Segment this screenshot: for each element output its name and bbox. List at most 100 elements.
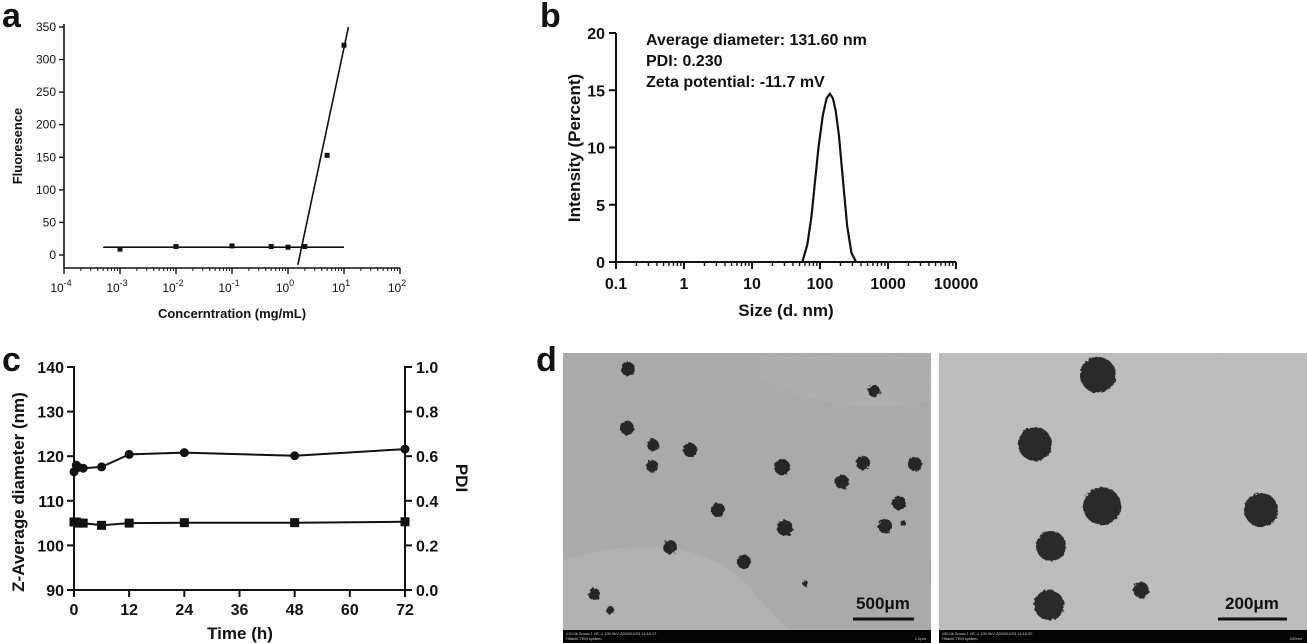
- nanoparticle: [908, 457, 922, 471]
- chart-c-point-circle: [124, 449, 134, 459]
- nanoparticle: [620, 421, 634, 435]
- chart-a-x-tick-label: 10-3: [106, 278, 127, 295]
- chart-c-x-tick-label: 12: [120, 602, 138, 619]
- chart-b-x-tick-label: 10: [743, 276, 761, 293]
- nanoparticle: [1034, 590, 1064, 620]
- chart-a-point: [117, 246, 123, 252]
- chart-a-point: [324, 152, 330, 158]
- chart-a-y-tick-label: 100: [36, 183, 56, 197]
- chart-b-annotation-zeta: Zeta potential: -11.7 mV: [646, 74, 825, 91]
- nanoparticle: [835, 475, 849, 489]
- nanoparticle: [774, 459, 790, 475]
- chart-c-point-square: [179, 518, 189, 528]
- scale-bar-left-label: 500μm: [856, 594, 910, 613]
- nanoparticle: [856, 456, 870, 470]
- chart-c-point-square: [124, 518, 134, 528]
- chart-c-y-right-tick-label: 0.6: [416, 449, 438, 466]
- nanoparticle: [878, 519, 892, 533]
- chart-c-y-tick-label: 140: [37, 360, 64, 377]
- chart-a-point: [268, 244, 274, 250]
- chart-b-x-label: Size (d. nm): [738, 301, 833, 320]
- panel-label-d: d: [536, 341, 557, 379]
- tem-image-right: 200μm x30.0k Zoom-1 HC-1 100.0kV 2020/01…: [939, 353, 1307, 643]
- nanoparticle: [646, 460, 658, 472]
- chart-c-y-tick-label: 100: [37, 538, 64, 555]
- chart-a-point: [229, 243, 235, 249]
- chart-a-y-tick-label: 50: [43, 215, 57, 229]
- nanoparticle: [802, 580, 808, 586]
- chart-a-y-label: Fluoresence: [10, 108, 25, 185]
- chart-c-y-right-tick-label: 0.4: [416, 494, 438, 511]
- chart-c-y-label-right: PDI: [452, 464, 471, 492]
- chart-c-point-square: [400, 517, 410, 527]
- nanoparticle: [1036, 531, 1066, 561]
- chart-a-point: [302, 244, 308, 250]
- tem-image-left: 500μm x10.0k Zoom-1 HC-1 100.0kV 2020/01…: [563, 353, 931, 643]
- chart-c-point-circle: [97, 462, 107, 472]
- panel-label-a: a: [2, 0, 22, 35]
- chart-c-x-tick-label: 48: [286, 602, 304, 619]
- chart-a-y-tick-label: 150: [36, 150, 56, 164]
- tem-footer-right-info: x30.0k Zoom-1 HC-1 100.0kV 2020/01/03 11…: [942, 631, 1033, 636]
- chart-b-annotation-diameter: Average diameter: 131.60 nm: [646, 32, 867, 49]
- nanoparticle: [1083, 487, 1121, 525]
- chart-a-x-tick-label: 100: [276, 278, 294, 295]
- chart-c-y-tick-label: 130: [37, 405, 64, 422]
- chart-a-fit-line: [297, 26, 350, 265]
- nanoparticle: [647, 439, 659, 451]
- chart-c-point-circle: [400, 444, 410, 454]
- chart-c-x-tick-label: 24: [175, 602, 193, 619]
- chart-a-point: [341, 42, 347, 48]
- panel-label-c: c: [2, 341, 21, 379]
- chart-c-x-label: Time (h): [207, 624, 273, 643]
- chart-c-point-circle: [290, 451, 300, 461]
- chart-c-y-right-tick-label: 0.0: [416, 583, 438, 600]
- chart-b-y-tick-label: 5: [596, 198, 605, 215]
- nanoparticle: [621, 362, 635, 376]
- chart-b-x-tick-label: 100: [807, 276, 834, 293]
- chart-a-point: [173, 244, 179, 250]
- nanoparticle: [868, 385, 880, 397]
- chart-c-x-tick-label: 60: [341, 602, 359, 619]
- chart-a: 0 50 100 150 200 250 300 350 10-4 10-3 10-2 10-1 10…: [10, 20, 406, 321]
- nanoparticle: [683, 443, 697, 457]
- chart-b-x-tick-label: 1: [680, 276, 689, 293]
- chart-a-y-tick-label: 350: [36, 20, 56, 34]
- chart-a-y-tick-label: 250: [36, 85, 56, 99]
- nanoparticle: [737, 555, 751, 569]
- chart-c-y-right-tick-label: 0.8: [416, 405, 438, 422]
- nanoparticle: [588, 588, 600, 600]
- nanoparticle: [892, 496, 906, 510]
- tem-footer-right-system: Hitachi TEM system.: [942, 636, 979, 641]
- nanoparticle: [711, 503, 725, 517]
- chart-b: 0 5 10 15 20 0.1 1 10 100 1000 10000 Average diam…: [565, 26, 978, 320]
- chart-c-series-line-square: [74, 520, 406, 527]
- chart-a-x-tick-label: 10-4: [50, 278, 71, 295]
- chart-a-y-tick-label: 300: [36, 53, 56, 67]
- panel-label-b: b: [540, 0, 561, 35]
- chart-a-point: [285, 244, 291, 250]
- chart-a-y-tick-label: 200: [36, 118, 56, 132]
- chart-a-x-tick-label: 102: [388, 278, 406, 295]
- chart-a-y-tick-label: 0: [49, 248, 56, 262]
- nanoparticle: [1133, 582, 1149, 598]
- chart-c-point-square: [97, 520, 107, 530]
- chart-a-x-tick-label: 101: [332, 278, 350, 295]
- chart-b-annotation-pdi: PDI: 0.230: [646, 53, 723, 70]
- chart-c-y-label-left: Z-Average diameter (nm): [9, 392, 28, 592]
- chart-b-x-tick-label: 1000: [870, 276, 906, 293]
- chart-b-y-label: Intensity (Percent): [565, 74, 584, 222]
- chart-b-y-tick-label: 15: [587, 83, 605, 100]
- chart-c-y-right-tick-label: 1.0: [416, 360, 438, 377]
- chart-b-y-tick-label: 0: [596, 255, 605, 272]
- chart-b-y-tick-label: 20: [587, 26, 605, 43]
- tem-footer-left-info: x10.0k Zoom-1 HC-1 100.0kV 2020/01/03 11…: [566, 631, 657, 636]
- tem-footer-left-scale: 1.0μm: [915, 636, 927, 641]
- nanoparticle: [900, 520, 906, 526]
- chart-c-x-tick-label: 36: [231, 602, 249, 619]
- chart-b-x-tick-label: 0.1: [605, 276, 627, 293]
- scale-bar-right-label: 200μm: [1225, 594, 1279, 613]
- nanoparticle: [777, 520, 793, 536]
- chart-c-x-tick-label: 0: [70, 602, 79, 619]
